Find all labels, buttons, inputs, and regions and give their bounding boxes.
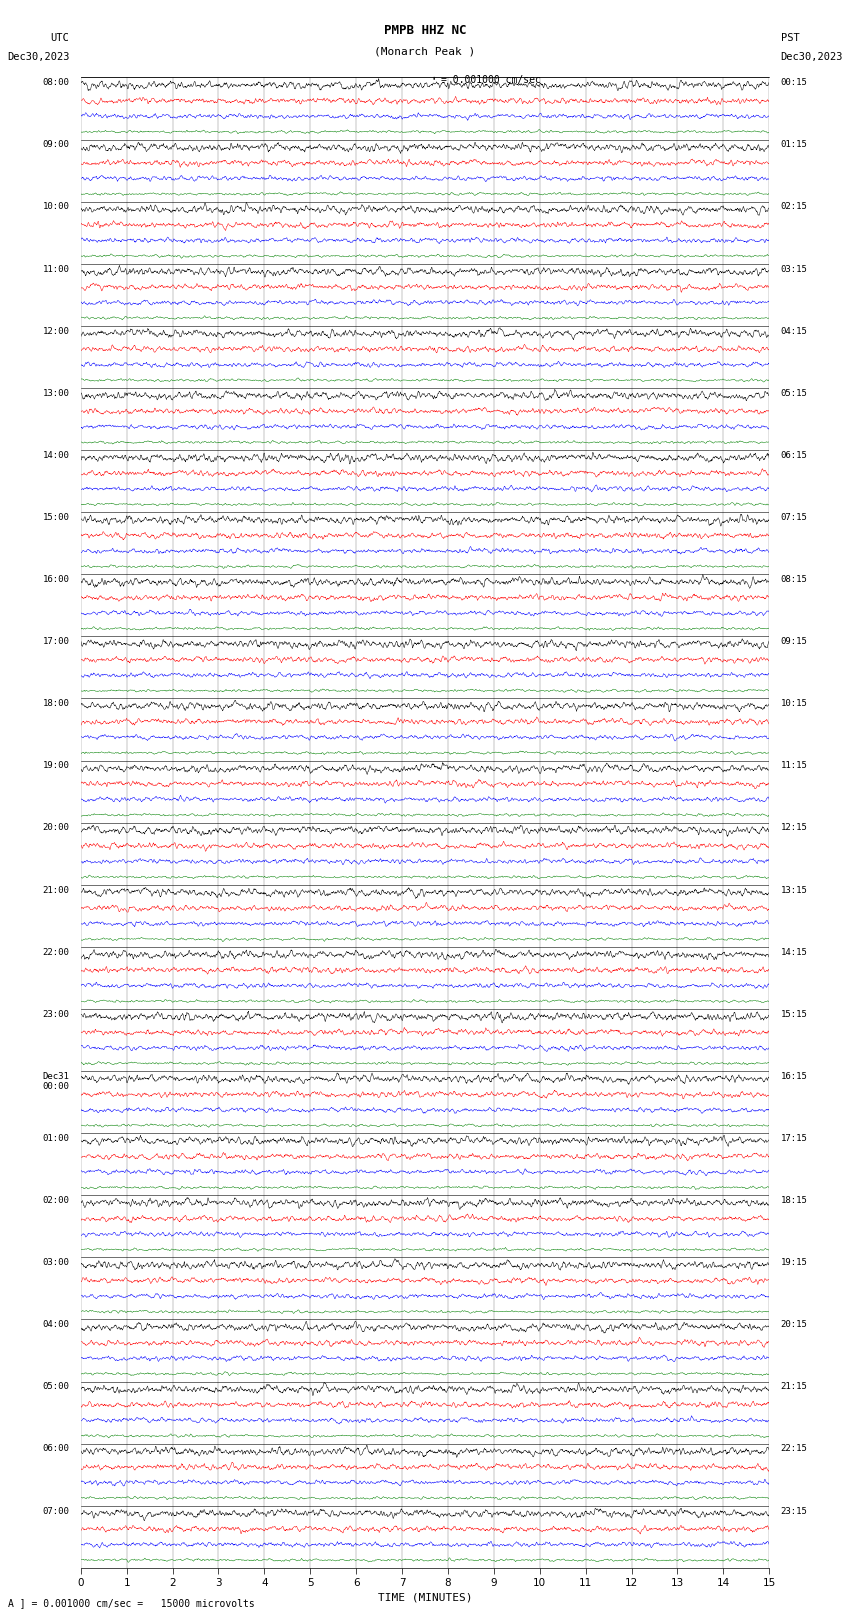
- Text: 04:15: 04:15: [780, 326, 808, 336]
- Text: A ] = 0.001000 cm/sec =   15000 microvolts: A ] = 0.001000 cm/sec = 15000 microvolts: [8, 1598, 255, 1608]
- Text: 16:15: 16:15: [780, 1071, 808, 1081]
- Text: 15:15: 15:15: [780, 1010, 808, 1019]
- Text: Dec30,2023: Dec30,2023: [7, 52, 70, 61]
- Text: 23:00: 23:00: [42, 1010, 70, 1019]
- Text: 23:15: 23:15: [780, 1507, 808, 1516]
- Text: 18:15: 18:15: [780, 1195, 808, 1205]
- Text: 14:00: 14:00: [42, 450, 70, 460]
- Text: UTC: UTC: [50, 34, 70, 44]
- Text: = 0.001000 cm/sec: = 0.001000 cm/sec: [441, 74, 541, 85]
- Text: 16:00: 16:00: [42, 574, 70, 584]
- Text: 11:15: 11:15: [780, 761, 808, 771]
- Text: 20:15: 20:15: [780, 1319, 808, 1329]
- Text: 06:00: 06:00: [42, 1444, 70, 1453]
- Text: 03:00: 03:00: [42, 1258, 70, 1268]
- Text: 10:15: 10:15: [780, 698, 808, 708]
- Text: 21:15: 21:15: [780, 1382, 808, 1392]
- Text: 03:15: 03:15: [780, 265, 808, 274]
- Text: (Monarch Peak ): (Monarch Peak ): [374, 47, 476, 56]
- Text: 04:00: 04:00: [42, 1319, 70, 1329]
- Text: 07:15: 07:15: [780, 513, 808, 523]
- X-axis label: TIME (MINUTES): TIME (MINUTES): [377, 1592, 473, 1602]
- Text: 07:00: 07:00: [42, 1507, 70, 1516]
- Text: 10:00: 10:00: [42, 202, 70, 211]
- Text: 06:15: 06:15: [780, 450, 808, 460]
- Text: 19:00: 19:00: [42, 761, 70, 771]
- Text: PMPB HHZ NC: PMPB HHZ NC: [383, 24, 467, 37]
- Text: 13:15: 13:15: [780, 886, 808, 895]
- Text: 00:15: 00:15: [780, 77, 808, 87]
- Text: 21:00: 21:00: [42, 886, 70, 895]
- Text: 09:15: 09:15: [780, 637, 808, 647]
- Text: 18:00: 18:00: [42, 698, 70, 708]
- Text: 22:15: 22:15: [780, 1444, 808, 1453]
- Text: 20:00: 20:00: [42, 823, 70, 832]
- Text: 09:00: 09:00: [42, 140, 70, 150]
- Text: 19:15: 19:15: [780, 1258, 808, 1268]
- Text: 17:00: 17:00: [42, 637, 70, 647]
- Text: 08:15: 08:15: [780, 574, 808, 584]
- Text: 11:00: 11:00: [42, 265, 70, 274]
- Text: Dec30,2023: Dec30,2023: [780, 52, 843, 61]
- Text: 15:00: 15:00: [42, 513, 70, 523]
- Text: 02:15: 02:15: [780, 202, 808, 211]
- Text: 05:15: 05:15: [780, 389, 808, 398]
- Text: 14:15: 14:15: [780, 947, 808, 957]
- Text: 02:00: 02:00: [42, 1195, 70, 1205]
- Text: 12:00: 12:00: [42, 326, 70, 336]
- Text: 01:00: 01:00: [42, 1134, 70, 1144]
- Text: 01:15: 01:15: [780, 140, 808, 150]
- Text: 17:15: 17:15: [780, 1134, 808, 1144]
- Text: Dec31
00:00: Dec31 00:00: [42, 1071, 70, 1090]
- Text: PST: PST: [780, 34, 800, 44]
- Text: 13:00: 13:00: [42, 389, 70, 398]
- Text: 05:00: 05:00: [42, 1382, 70, 1392]
- Text: 12:15: 12:15: [780, 823, 808, 832]
- Text: 08:00: 08:00: [42, 77, 70, 87]
- Text: 22:00: 22:00: [42, 947, 70, 957]
